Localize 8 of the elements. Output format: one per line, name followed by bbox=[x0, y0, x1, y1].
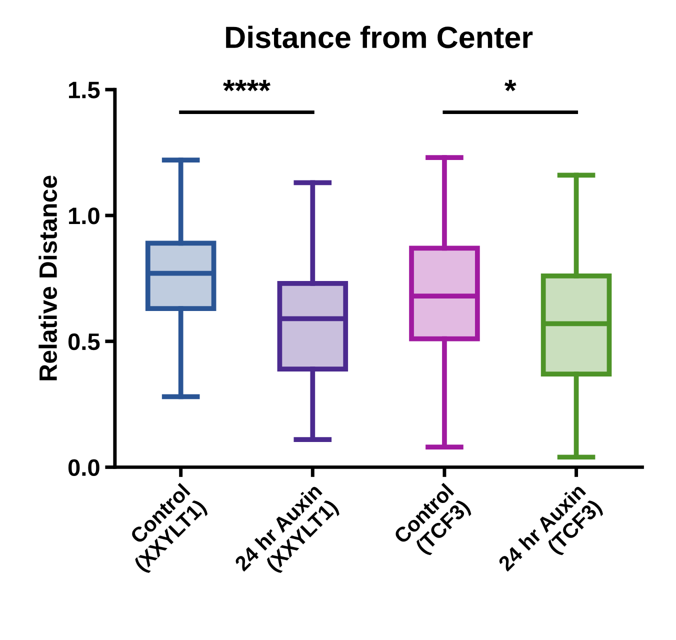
y-tick-label: 0.0 bbox=[68, 459, 100, 476]
y-tick-label: 0.5 bbox=[68, 333, 100, 350]
y-axis-title: Relative Distance bbox=[38, 176, 58, 380]
annotation: **** bbox=[223, 80, 270, 92]
chart-title: Distance from Center bbox=[226, 26, 533, 48]
y-tick-label: 1.5 bbox=[69, 82, 100, 98]
y-tick-label: 1.0 bbox=[69, 208, 100, 224]
annotation: * bbox=[504, 80, 516, 92]
